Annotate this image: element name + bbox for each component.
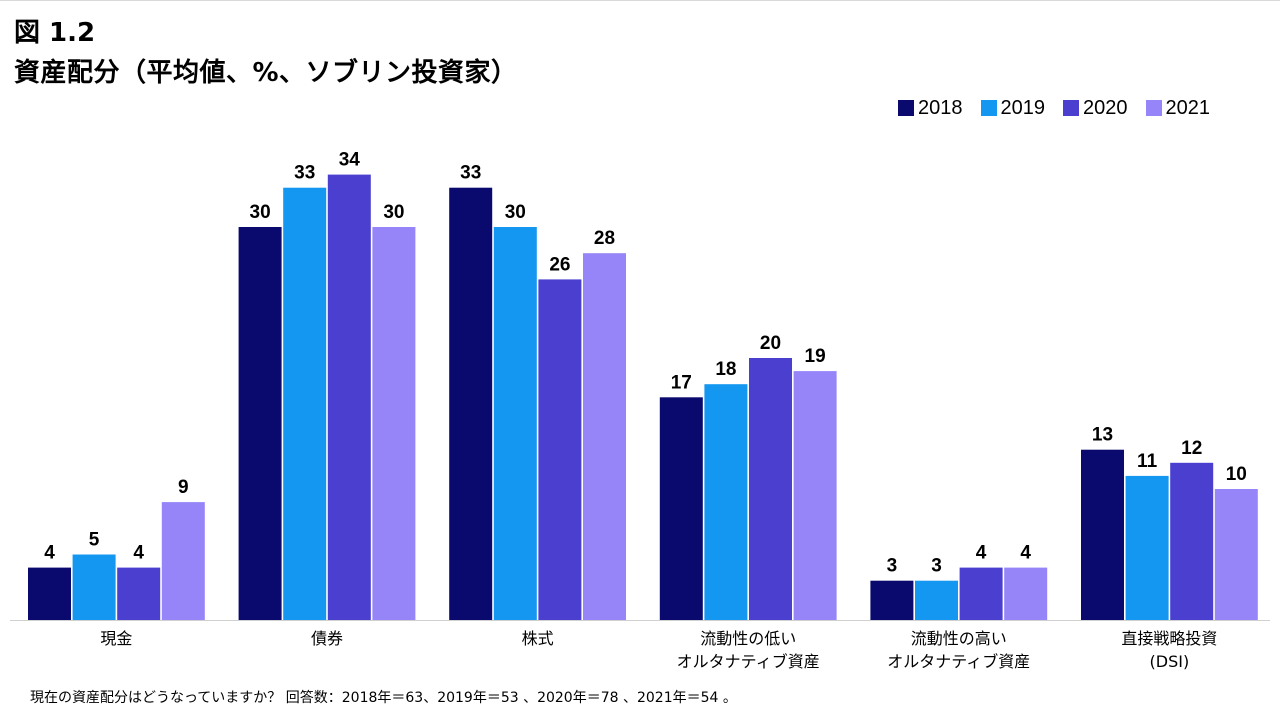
legend-label-2019: 2019	[1000, 96, 1046, 119]
category-label-line: 現金	[100, 629, 132, 648]
category-label-line: 流動性の高い	[911, 629, 1007, 648]
data-label-2018-2: 33	[460, 163, 481, 184]
legend-swatch-2020	[1063, 100, 1079, 116]
legend-swatch-2021	[1145, 100, 1162, 116]
category-label-line: オルタナティブ資産	[677, 652, 820, 671]
category-label-line: 債券	[311, 629, 343, 648]
category-label-1: 債券	[311, 629, 343, 648]
legend-item-2019: 2019	[980, 96, 1046, 120]
data-label-2021-0: 9	[178, 477, 189, 498]
category-label-2: 株式	[522, 629, 554, 648]
bar-2018-4	[870, 580, 914, 620]
category-label-4: 流動性の高いオルタナティブ資産	[887, 629, 1030, 671]
data-label-2021-3: 19	[805, 346, 826, 367]
category-label-line: 株式	[522, 629, 554, 648]
category-label-line: 直接戦略投資	[1121, 629, 1217, 648]
data-label-2018-0: 4	[44, 543, 55, 564]
data-label-2018-5: 13	[1092, 425, 1113, 446]
category-label-line: (DSI)	[1150, 652, 1190, 671]
footnote: 現在の資産配分はどうなっていますか？ 回答数：2018年＝63、2019年＝53…	[30, 690, 737, 706]
bar-2021-0	[161, 502, 205, 620]
legend-label-2018: 2018	[918, 96, 963, 119]
chart-title: 資産配分（平均値、%、ソブリン投資家）	[14, 58, 518, 88]
data-label-2018-4: 3	[887, 556, 898, 577]
bar-2020-1	[327, 174, 371, 620]
data-label-2020-5: 12	[1181, 438, 1202, 459]
bar-2019-5	[1125, 475, 1169, 620]
category-label-0: 現金	[100, 629, 132, 648]
data-label-2018-3: 17	[671, 372, 692, 393]
bar-2021-1	[372, 227, 416, 620]
legend-item-2020: 2020	[1063, 97, 1128, 120]
legend-label-2020: 2020	[1083, 96, 1128, 119]
data-label-2019-4: 3	[931, 556, 942, 577]
data-label-2019-1: 33	[294, 163, 315, 184]
bar-2018-3	[659, 397, 703, 620]
top-rule	[0, 0, 1280, 1]
data-label-2020-0: 4	[133, 543, 144, 564]
bar-2020-2	[538, 279, 582, 620]
bar-2018-0	[28, 567, 71, 620]
data-label-2021-4: 4	[1020, 543, 1031, 564]
category-label-3: 流動性の低いオルタナティブ資産	[677, 629, 820, 671]
bar-2020-5	[1170, 462, 1214, 620]
bar-2019-4	[915, 580, 958, 620]
bar-2021-3	[793, 371, 837, 620]
bar-2021-5	[1214, 489, 1258, 620]
category-label-line: オルタナティブ資産	[887, 652, 1030, 671]
category-label-5: 直接戦略投資 (DSI)	[1121, 629, 1217, 671]
bar-2020-3	[749, 358, 792, 620]
data-label-2021-2: 28	[594, 228, 615, 249]
data-label-2020-2: 26	[549, 254, 570, 275]
data-label-2019-2: 30	[505, 202, 526, 223]
data-label-2020-4: 4	[976, 543, 987, 564]
legend-swatch-2019	[980, 100, 997, 116]
data-label-2020-3: 20	[760, 333, 781, 354]
legend-label-2021: 2021	[1165, 96, 1211, 119]
figure-label: 図 1.2	[14, 18, 96, 48]
bar-2019-1	[283, 187, 327, 620]
legend-item-2018: 2018	[898, 97, 963, 120]
bar-2021-2	[583, 253, 626, 620]
data-label-2019-5: 11	[1137, 451, 1158, 472]
data-label-2019-3: 18	[715, 359, 736, 380]
legend-item-2021: 2021	[1145, 96, 1211, 120]
data-label-2019-0: 5	[89, 530, 100, 551]
data-label-2021-1: 30	[383, 202, 404, 223]
data-label-2021-5: 10	[1226, 464, 1247, 485]
legend-swatch-2018	[898, 100, 914, 116]
legend: 2018 2019 2020 2021	[898, 94, 1268, 122]
data-label-2020-1: 34	[339, 150, 361, 171]
bar-2019-0	[72, 554, 116, 620]
bar-2018-2	[449, 187, 493, 620]
bar-2019-2	[493, 227, 537, 620]
bar-2020-4	[959, 567, 1003, 620]
bar-2018-5	[1081, 449, 1124, 620]
data-label-2018-1: 30	[250, 202, 271, 223]
bar-2018-1	[238, 227, 282, 620]
category-label-line: 流動性の低い	[700, 629, 796, 648]
bar-2020-0	[117, 567, 161, 620]
bar-2021-4	[1004, 567, 1048, 620]
bar-2019-3	[704, 384, 748, 620]
